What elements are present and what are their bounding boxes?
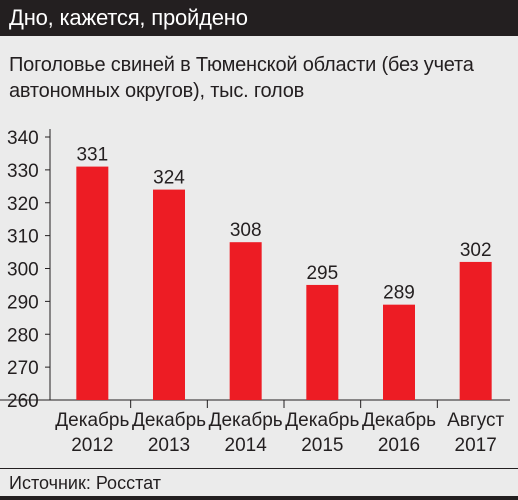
x-tick-label: Декабрь bbox=[285, 410, 359, 431]
x-tick-label-year: 2017 bbox=[455, 435, 497, 456]
x-tick-label: Август bbox=[447, 410, 504, 431]
bar bbox=[459, 261, 492, 400]
x-tick-label: Декабрь bbox=[132, 410, 206, 431]
data-label: 331 bbox=[76, 145, 108, 166]
y-tick-label: 270 bbox=[7, 358, 39, 379]
x-tick-label-year: 2012 bbox=[71, 435, 113, 456]
data-label: 308 bbox=[230, 220, 262, 241]
y-tick-label: 290 bbox=[7, 292, 39, 313]
bottom-bar bbox=[0, 496, 518, 500]
y-tick-label: 310 bbox=[7, 227, 39, 248]
x-tick-label-year: 2013 bbox=[148, 435, 190, 456]
y-tick-label: 320 bbox=[7, 194, 39, 215]
page-title: Дно, кажется, пройдено bbox=[0, 0, 518, 36]
y-tick-label: 280 bbox=[7, 325, 39, 346]
chart-title: Поголовье свиней в Тюменской области (бе… bbox=[9, 54, 474, 102]
data-label: 324 bbox=[153, 168, 185, 189]
x-tick-label-year: 2014 bbox=[225, 435, 268, 456]
x-tick-label: Декабрь bbox=[55, 410, 129, 431]
bar bbox=[306, 284, 339, 400]
x-tick-label: Декабрь bbox=[209, 410, 283, 431]
x-tick-label-year: 2015 bbox=[301, 435, 343, 456]
bar bbox=[76, 166, 109, 400]
bar-chart: 260 270 280 290 300 310 320 330 340 331 Декабрь 201… bbox=[0, 128, 510, 456]
bar bbox=[383, 304, 415, 400]
data-label: 302 bbox=[460, 240, 492, 261]
bar bbox=[153, 189, 185, 400]
x-tick-label-year: 2016 bbox=[378, 435, 420, 456]
footer-divider bbox=[0, 468, 518, 469]
x-tick-label: Декабрь bbox=[362, 410, 436, 431]
bar bbox=[229, 242, 262, 400]
y-tick-label: 260 bbox=[7, 391, 39, 412]
data-label: 295 bbox=[306, 263, 338, 284]
y-tick-label: 300 bbox=[7, 260, 39, 281]
y-tick-label: 330 bbox=[7, 161, 39, 182]
source-note: Источник: Росстат bbox=[9, 473, 161, 493]
y-tick-label: 340 bbox=[7, 128, 39, 149]
data-label: 289 bbox=[383, 283, 415, 304]
